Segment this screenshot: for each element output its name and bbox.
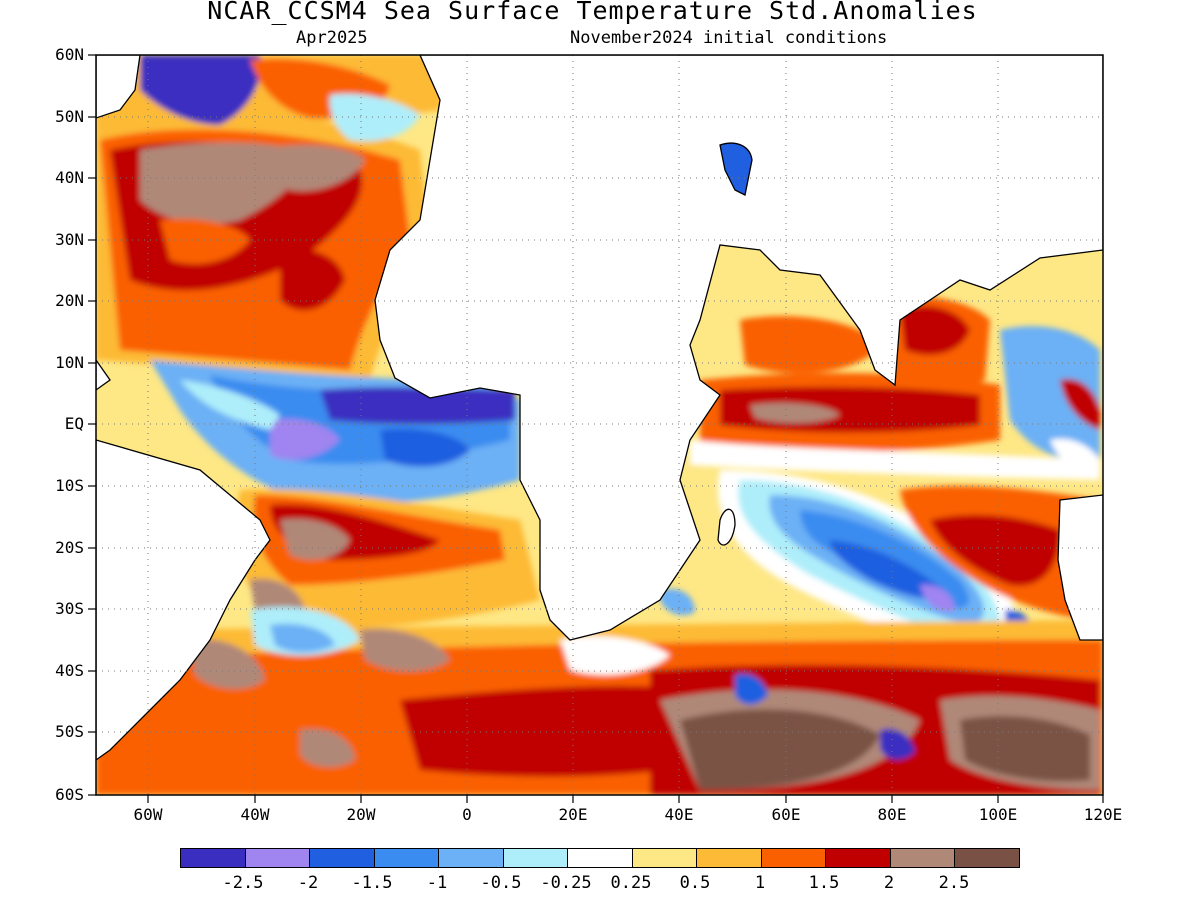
colorbar-swatch (310, 849, 375, 867)
colorbar-swatch (568, 849, 633, 867)
axis-ticks (88, 54, 1104, 803)
colorbar-swatch (181, 849, 246, 867)
plot-frame (95, 54, 1104, 796)
lat-label: 60N (55, 45, 84, 64)
colorbar-swatch (761, 849, 827, 867)
lon-label: 0 (462, 805, 472, 824)
colorbar-swatch (826, 849, 891, 867)
lon-label: 20W (346, 805, 376, 824)
lon-label: 60E (771, 805, 801, 824)
lat-label: 40N (55, 168, 84, 187)
colorbar-swatch (697, 849, 762, 867)
colorbar-swatch (890, 849, 956, 867)
lat-label: EQ (64, 414, 84, 433)
forecast-month: Apr2025 (296, 28, 368, 48)
lat-label: 30S (55, 599, 84, 618)
lat-label: 20N (55, 291, 84, 310)
lon-label: 100E (978, 805, 1018, 824)
colorbar-label: -0.25 (540, 873, 592, 893)
lat-label: 30N (55, 230, 84, 249)
lon-label: 40W (240, 805, 270, 824)
lon-label: 20E (558, 805, 588, 824)
colorbar-swatch (503, 849, 569, 867)
lat-label: 50S (55, 722, 84, 741)
colorbar-label: 0.5 (679, 873, 711, 893)
colorbar-label: 1.5 (808, 873, 840, 893)
lon-label: 40E (664, 805, 694, 824)
lon-label: 80E (877, 805, 907, 824)
initial-conditions: November2024 initial conditions (570, 28, 888, 48)
colorbar-label: 0.25 (610, 873, 652, 893)
colorbar-swatch (439, 849, 504, 867)
lat-label: 10N (55, 353, 84, 372)
lon-label: 60W (133, 805, 163, 824)
lat-label: 60S (55, 785, 84, 804)
sst-anomaly-field (96, 55, 1103, 795)
lon-label: 120E (1083, 805, 1123, 824)
colorbar-label: -1 (426, 873, 448, 893)
colorbar-label: -2 (297, 873, 319, 893)
colorbar-label: -1.5 (351, 873, 393, 893)
colorbar-label: 1 (754, 873, 766, 893)
lat-label: 50N (55, 107, 84, 126)
colorbar-label: 2 (883, 873, 895, 893)
colorbar-swatch (245, 849, 311, 867)
colorbar-swatch (955, 849, 1019, 867)
colorbar-label: 2.5 (938, 873, 970, 893)
colorbar-label: -0.5 (480, 873, 522, 893)
lat-label: 10S (55, 476, 84, 495)
lat-label: 40S (55, 661, 84, 680)
colorbar-swatch (374, 849, 440, 867)
colorbar-label: -2.5 (222, 873, 264, 893)
landmasses (96, 55, 1103, 761)
colorbar (180, 848, 1020, 868)
map-title: NCAR_CCSM4 Sea Surface Temperature Std.A… (207, 0, 978, 25)
colorbar-swatch (632, 849, 698, 867)
lat-label: 20S (55, 538, 84, 557)
